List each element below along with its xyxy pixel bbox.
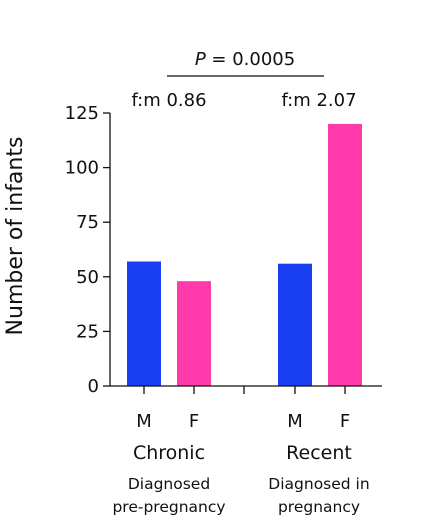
bar-recent-m xyxy=(278,263,312,386)
x-tick-label-chronic-m: M xyxy=(136,411,152,432)
subtitle-chronic-line1: Diagnosed xyxy=(128,475,210,493)
ratio-label-recent: f:m 2.07 xyxy=(281,90,356,111)
y-axis: 0 25 50 75 100 125 xyxy=(65,103,111,397)
p-value: = 0.0005 xyxy=(206,49,296,70)
bar-chronic-m xyxy=(127,261,161,386)
subtitle-recent-line2: pregnancy xyxy=(278,498,360,516)
p-label: P xyxy=(195,49,206,70)
group-label-chronic: Chronic xyxy=(133,442,205,464)
subtitle-recent-line1: Diagnosed in xyxy=(268,475,369,493)
y-tick-label-4: 100 xyxy=(65,158,99,179)
bar-recent-f xyxy=(328,123,362,387)
subtitle-chronic-line2: pre-pregnancy xyxy=(112,498,225,516)
ratio-label-chronic: f:m 0.86 xyxy=(131,90,206,111)
p-value-annotation: P = 0.0005 xyxy=(167,49,324,77)
x-tick-label-recent-f: F xyxy=(340,411,350,432)
y-tick-label-2: 50 xyxy=(76,267,99,288)
y-tick-label-5: 125 xyxy=(65,103,99,124)
y-axis-label: Number of infants xyxy=(3,137,28,336)
y-tick-label-3: 75 xyxy=(76,212,99,233)
y-tick-label-0: 0 xyxy=(88,376,99,397)
bars xyxy=(127,123,362,387)
x-tick-label-recent-m: M xyxy=(287,411,303,432)
x-tick-label-chronic-f: F xyxy=(189,411,199,432)
y-tick-label-1: 25 xyxy=(76,321,99,342)
p-value-text: P = 0.0005 xyxy=(195,49,295,70)
group-label-recent: Recent xyxy=(286,442,352,464)
bar-chronic-f xyxy=(177,281,211,386)
